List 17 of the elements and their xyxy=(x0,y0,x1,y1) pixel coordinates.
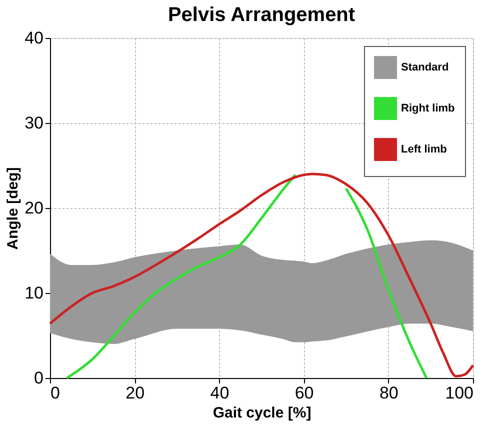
legend-label: Right limb xyxy=(401,102,456,114)
y-tick-label: 40 xyxy=(24,28,44,48)
y-tick-label: 0 xyxy=(34,368,44,388)
y-tick-label: 20 xyxy=(24,198,44,218)
x-tick-label: 40 xyxy=(210,384,230,402)
x-tick-label: 80 xyxy=(379,384,398,402)
y-axis-title: Angle [deg] xyxy=(4,167,22,250)
x-tick-label: 60 xyxy=(294,384,314,402)
y-tick-label: 10 xyxy=(24,284,44,302)
legend-label: Standard xyxy=(401,62,449,74)
chart-title: Pelvis Arrangement xyxy=(168,4,356,26)
x-tick-label: 20 xyxy=(126,384,145,402)
legend-label: Left limb xyxy=(401,144,448,156)
x-tick-label: 100 xyxy=(445,384,474,402)
x-axis-title: Gait cycle [%] xyxy=(212,404,312,422)
x-tick-label: 0 xyxy=(50,384,60,402)
y-tick-label: 30 xyxy=(24,114,44,132)
